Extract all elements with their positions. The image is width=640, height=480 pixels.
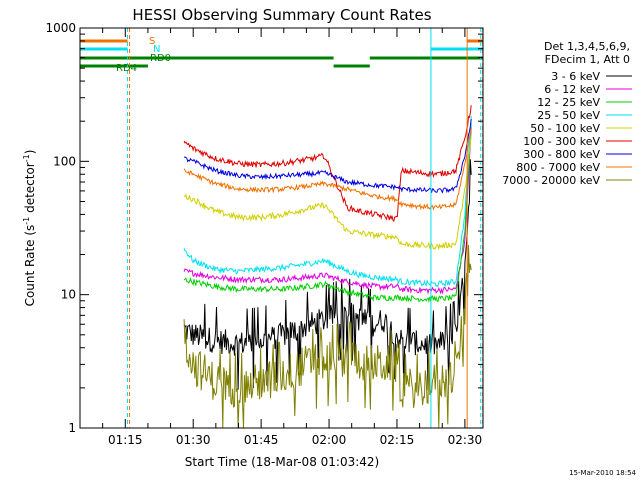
y-axis-label-main: Count Rate (s: [23, 225, 37, 307]
series-line: [183, 105, 472, 222]
x-tick-label: 01:15: [108, 433, 143, 447]
timestamp: 15-Mar-2010 18:54: [569, 469, 636, 477]
legend-label: 25 - 50 keV: [537, 109, 600, 122]
x-tick-label: 02:00: [312, 433, 347, 447]
x-tick-label: 01:30: [176, 433, 211, 447]
series-line: [183, 128, 472, 211]
legend-label: 50 - 100 keV: [530, 122, 600, 135]
x-axis-label: Start Time (18-Mar-08 01:03:42): [185, 455, 379, 469]
x-tick-label: 02:30: [448, 433, 483, 447]
legend-label: 12 - 25 keV: [537, 96, 600, 109]
legend-label: 7000 - 20000 keV: [502, 174, 600, 187]
x-tick-label: 01:45: [244, 433, 279, 447]
legend-label: 6 - 12 keV: [544, 83, 600, 96]
x-axis: 01:15 01:30 01:45 02:00 02:15 02:30: [79, 28, 483, 447]
y-axis-label-sup1: -1: [22, 217, 31, 225]
y-axis-label-mid: detector: [23, 162, 37, 217]
legend-label: 300 - 800 keV: [523, 148, 600, 161]
y-axis-label-sup2: -1: [22, 154, 31, 162]
state-label-rd0: RD0: [150, 53, 171, 64]
x-tick-label: 02:15: [380, 433, 415, 447]
state-label-n: N: [153, 44, 160, 55]
plot-frame: [79, 27, 484, 429]
legend-header-line-2: FDecim 1, Att 0: [545, 53, 630, 66]
series-layer: [183, 105, 472, 429]
legend-header-line-1: Det 1,3,4,5,6,9,: [544, 40, 630, 53]
series-line: [183, 159, 472, 391]
legend-label: 3 - 6 keV: [551, 70, 600, 83]
series-line: [183, 115, 472, 288]
legend: Det 1,3,4,5,6,9, FDecim 1, Att 0 3 - 6 k…: [502, 40, 632, 187]
state-label-s: S: [149, 36, 155, 47]
legend-label: 800 - 7000 keV: [516, 161, 600, 174]
y-axis: 1 10 100 1000: [45, 21, 483, 435]
series-line: [183, 135, 472, 251]
y-tick-label: 1000: [45, 21, 76, 35]
y-axis-label-end: ): [23, 150, 37, 155]
y-tick-label: 1: [68, 421, 76, 435]
y-tick-label: 100: [53, 154, 76, 168]
y-tick-label: 10: [61, 288, 76, 302]
series-line: [183, 118, 472, 194]
legend-label: 100 - 300 keV: [523, 135, 600, 148]
chart-title: HESSI Observing Summary Count Rates: [132, 6, 431, 24]
y-axis-label: Count Rate (s-1 detector-1): [22, 150, 37, 307]
series-line: [183, 127, 472, 295]
state-label-rd4: RD4: [116, 63, 137, 74]
series-line: [183, 244, 472, 429]
series-line: [183, 122, 472, 303]
state-bars: [80, 39, 483, 68]
